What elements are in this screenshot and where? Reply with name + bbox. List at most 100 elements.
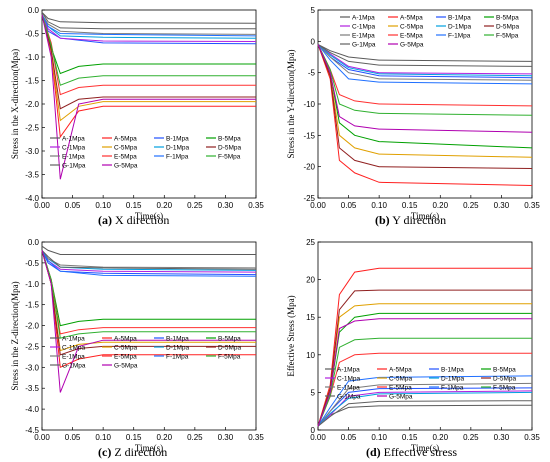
panel-d-legend-label: B-1Mpa [441,367,464,374]
panel-c-y-tick-label: 0.0 [28,238,40,247]
panel-b-y-tick-label: 0 [311,37,316,46]
panel-d-y-tick-label: 10 [306,351,315,360]
panel-b-series-D-5Mpa [317,44,533,169]
panel-b-x-tick-label: 0.25 [463,201,479,210]
panel-b-legend-label: C-5Mpa [400,24,424,31]
panel-b-x-tick-label: 0.15 [402,201,418,210]
panel-c-y-tick-label: -2.5 [25,342,39,351]
panel-a-x-tick-label: 0.25 [187,201,203,210]
panel-d-x-tick-label: 0.10 [371,433,387,442]
panel-a-series-E-1Mpa [41,14,257,35]
panel-b-legend-label: A-5Mpa [400,15,423,22]
panel-b-legend-label: D-1Mpa [448,24,472,31]
caption-a-text: X direction [112,213,170,227]
panel-b-series-C-1Mpa [317,44,533,75]
panel-b-legend-label: G-1Mpa [352,42,376,49]
panel-c-y-tick-label: -3.0 [25,363,39,372]
panel-a-legend-label: D-5Mpa [218,145,242,152]
panel-b-x-tick-label: 0.20 [432,201,448,210]
panel-a-legend-label: C-5Mpa [114,145,138,152]
panel-a-series-E-5Mpa [41,14,256,96]
panel-d-plot-frame [317,241,533,431]
panel-d-legend-label: A-1Mpa [337,367,360,374]
panel-b-plot-frame [317,9,533,199]
panel-b-x-tick-label: 0.10 [371,201,387,210]
panel-b-y-tick-label: -20 [303,163,315,172]
panel-c-series-F-5Mpa [41,250,256,339]
panel-a-y-axis-label: Stress in the X-direction(Mpa) [10,49,20,159]
panel-c-y-tick-label: -4.0 [25,405,39,414]
panel-d-series-D-5Mpa [317,289,532,427]
panel-c-y-tick-label: -4.5 [25,426,39,435]
panel-a-x-tick-label: 0.15 [126,201,142,210]
panel-d-legend-label: F-1Mpa [441,385,464,392]
panel-c-y-tick-label: -2.0 [25,322,39,331]
panel-b-y-tick-label: -25 [303,194,315,203]
panel-c-x-tick-label: 0.00 [34,433,50,442]
panel-c-series-E-1Mpa [41,250,257,269]
panel-a-x-tick-label: 0.20 [156,201,172,210]
panel-d-x-tick-label: 0.20 [432,433,448,442]
panel-c-x-tick-label: 0.35 [248,433,264,442]
panel-c-legend-label: A-1Mpa [62,336,85,343]
panel-a-x-tick-label: 0.05 [65,201,81,210]
panel-d-series-A-5Mpa [317,267,532,427]
panel-a-legend-label: G-5Mpa [114,163,138,170]
panel-d-x-tick-label: 0.00 [310,433,326,442]
panel-a-series-A-1Mpa [41,11,257,24]
panel-d-x-tick-label: 0.35 [524,433,540,442]
panel-b-legend-label: B-5Mpa [496,15,519,22]
panel-b-legend-label: B-1Mpa [448,15,471,22]
panel-d-legend-label: C-5Mpa [389,376,413,383]
panel-c-x-tick-label: 0.25 [187,433,203,442]
panel-d-legend-label: E-5Mpa [389,385,412,392]
panel-b-legend-label: F-1Mpa [448,33,471,40]
panel-c-y-tick-label: -3.5 [25,384,39,393]
panel-b-series-G-1Mpa [317,44,533,67]
panel-b-legend-label: C-1Mpa [352,24,376,31]
panel-d-series-G-5Mpa [317,318,532,427]
panel-d-legend-label: G-1Mpa [337,394,361,401]
panel-d-legend-label: G-5Mpa [389,394,413,401]
panel-a-series-F-5Mpa [41,14,256,86]
panel-d-series-E-1Mpa [317,382,533,427]
panel-b-x-tick-label: 0.05 [341,201,357,210]
panel-a-series-G-5Mpa [41,14,256,180]
panel-c-legend-label: B-1Mpa [166,336,189,343]
caption-c-text: Z direction [111,445,168,459]
panel-b-legend-label: F-5Mpa [496,33,519,40]
panel-b-legend-label: A-1Mpa [352,15,375,22]
panel-a-series-C-5Mpa [41,14,256,122]
panel-d-y-tick-label: 20 [306,276,315,285]
panel-a-legend-label: B-1Mpa [166,136,189,143]
panel-d-y-tick-label: 25 [306,238,315,247]
panel-b-x-axis-label: Time(s) [411,211,439,221]
panel-b-x-tick-label: 0.30 [494,201,510,210]
panel-a-x-tick-label: 0.35 [248,201,264,210]
panel-a-y-tick-label: -2.5 [25,124,39,133]
panel-d-legend-label: D-5Mpa [493,376,517,383]
panel-d-legend-label: F-5Mpa [493,385,516,392]
panel-d-legend-label: C-1Mpa [337,376,361,383]
panel-d-series-D-1Mpa [317,391,533,427]
panel-a-y-tick-label: -4.0 [25,194,39,203]
panel-c-series-G-5Mpa [41,250,256,393]
panel-d-series-F-1Mpa [317,375,533,427]
panel-d-y-axis-label: Effective Stress (Mpa) [286,295,296,376]
panel-c-series-A-1Mpa [41,245,256,255]
panel-a-y-tick-label: -3.5 [25,171,39,180]
panel-d-legend-label: D-1Mpa [441,376,465,383]
panel-a-y-tick-label: -2.0 [25,100,39,109]
panel-a-series-D-5Mpa [41,14,256,110]
panel-a-legend-label: C-1Mpa [62,145,86,152]
panel-a-y-tick-label: -1.0 [25,53,39,62]
panel-d-series-C-1Mpa [317,390,533,427]
panel-d-series-F-5Mpa [317,337,532,427]
panel-c-x-tick-label: 0.20 [156,433,172,442]
panel-a-series-G-1Mpa [41,12,256,30]
panel-c-y-tick-label: -1.5 [25,301,39,310]
panel-c-x-tick-label: 0.15 [126,433,142,442]
panel-b-x-tick-label: 0.00 [310,201,326,210]
panel-a-legend-label: F-1Mpa [166,154,189,161]
panel-d-series-G-1Mpa [317,400,533,427]
